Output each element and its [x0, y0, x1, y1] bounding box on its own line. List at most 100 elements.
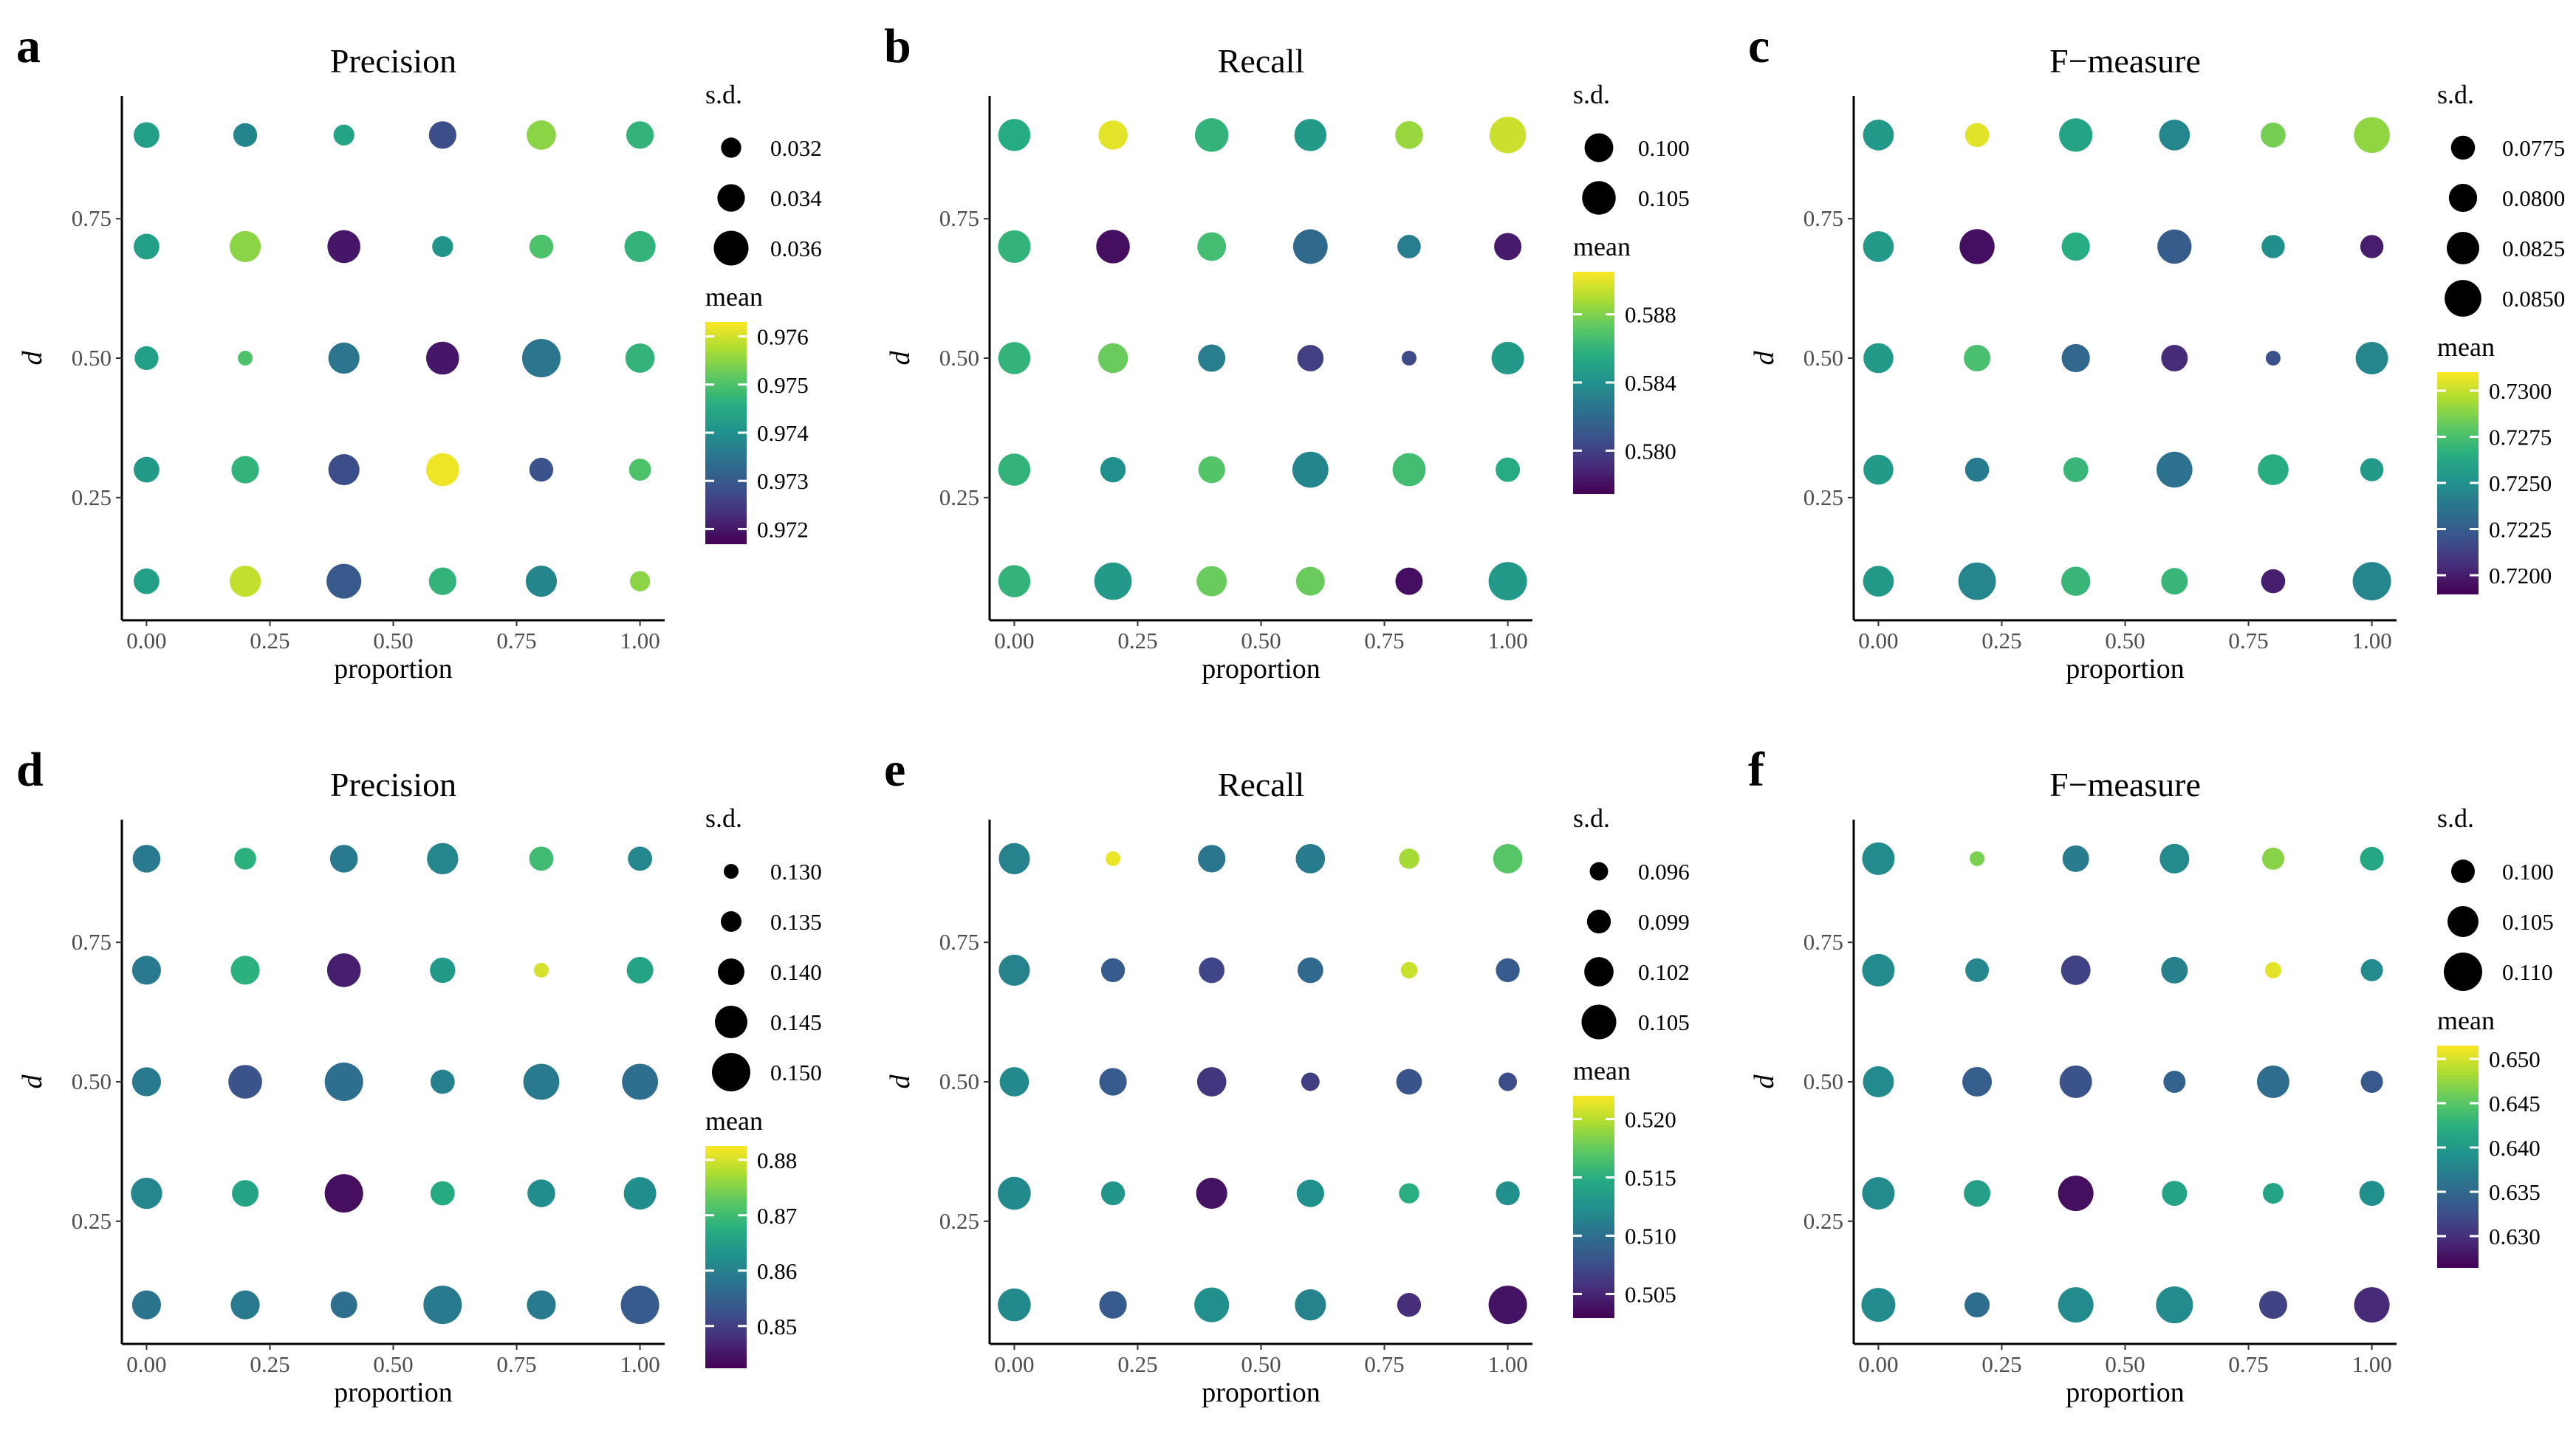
- colorbar-segment: [1573, 312, 1614, 317]
- colorbar-segment: [705, 1338, 747, 1342]
- colorbar-segment: [1573, 1188, 1614, 1193]
- colorbar-segment: [705, 385, 747, 389]
- data-point: [2352, 562, 2391, 601]
- colorbar-segment: [1573, 287, 1614, 291]
- size-legend-key: [2444, 953, 2482, 991]
- colorbar-segment: [705, 436, 747, 441]
- x-tick-label: 0.75: [1364, 1351, 1404, 1377]
- colorbar-segment: [705, 1308, 747, 1313]
- x-tick-label: 0.50: [1241, 628, 1281, 653]
- data-point: [426, 341, 459, 375]
- x-tick-label: 0.75: [2228, 1351, 2268, 1377]
- colorbar-segment: [705, 1172, 747, 1176]
- colorbar-segment: [705, 521, 747, 526]
- data-point: [998, 565, 1031, 597]
- colorbar-segment: [1573, 471, 1614, 476]
- size-legend-key: [2447, 232, 2479, 264]
- data-point: [2261, 123, 2286, 148]
- colorbar-segment: [2437, 494, 2479, 498]
- colorbar-segment: [705, 1323, 747, 1328]
- colorbar-segment: [2437, 479, 2479, 484]
- data-point: [134, 456, 160, 483]
- colorbar-segment: [705, 374, 747, 378]
- data-point: [131, 1290, 162, 1320]
- panel-e: e Recall 0.00 0.25 0.50 0.75 1.00 0.25 0.50 0.75 p…: [884, 743, 1690, 1408]
- colorbar-segment: [1573, 1144, 1614, 1148]
- colorbar-segment: [705, 403, 747, 408]
- colorbar-segment: [2437, 487, 2479, 491]
- colorbar-segment: [705, 1268, 747, 1272]
- colorbar-segment: [2437, 505, 2479, 510]
- colorbar-segment: [1573, 1155, 1614, 1159]
- data-point: [229, 566, 261, 597]
- data-point: [2061, 566, 2091, 596]
- size-legend-title: s.d.: [705, 80, 742, 109]
- data-point: [2265, 351, 2281, 366]
- colorbar-segment: [705, 392, 747, 397]
- size-legend-label: 0.100: [2502, 859, 2554, 885]
- color-legend-label: 0.510: [1625, 1223, 1676, 1249]
- colorbar-segment: [1573, 1255, 1614, 1259]
- data-point: [999, 1067, 1030, 1097]
- colorbar-segment: [1573, 423, 1614, 428]
- data-point: [426, 453, 459, 487]
- x-axis-title: proportion: [1202, 1377, 1320, 1408]
- colorbar-segment: [705, 337, 747, 341]
- colorbar-segment: [705, 366, 747, 371]
- data-point: [329, 845, 358, 873]
- colorbar-segment: [705, 1153, 747, 1158]
- x-tick-label: 0.00: [126, 628, 166, 653]
- colorbar-segment: [1573, 1314, 1614, 1318]
- colorbar-segment: [1573, 386, 1614, 391]
- data-point: [432, 236, 453, 258]
- colorbar-segment: [2437, 1252, 2479, 1257]
- x-tick-label: 1.00: [1487, 1351, 1527, 1377]
- data-point: [427, 843, 459, 875]
- data-point: [1100, 1181, 1126, 1206]
- colorbar-segment: [2437, 1212, 2479, 1216]
- x-tick-label: 0.75: [2228, 628, 2268, 653]
- colorbar-segment: [1573, 1262, 1614, 1266]
- colorbar-segment: [705, 1279, 747, 1283]
- data-point: [2354, 117, 2390, 154]
- colorbar-segment: [1573, 349, 1614, 354]
- size-legend-key: [1581, 1004, 1617, 1040]
- colorbar-segment: [1573, 449, 1614, 453]
- y-axis-title: d: [1749, 351, 1780, 366]
- colorbar-segment: [2437, 516, 2479, 521]
- data-point: [525, 566, 558, 597]
- data-point: [2157, 229, 2192, 264]
- size-legend-label: 0.034: [770, 185, 822, 211]
- panel-title: Precision: [330, 766, 456, 803]
- data-point: [328, 342, 360, 374]
- colorbar-segment: [1573, 1133, 1614, 1137]
- color-legend-label: 0.7225: [2489, 517, 2552, 543]
- colorbar-segment: [1573, 1303, 1614, 1307]
- colorbar-segment: [1573, 394, 1614, 398]
- data-point: [1493, 844, 1523, 874]
- data-point: [1097, 343, 1128, 374]
- data-point: [2159, 120, 2190, 151]
- colorbar-segment: [2437, 579, 2479, 583]
- data-point: [1489, 117, 1527, 154]
- colorbar-segment: [705, 492, 747, 496]
- color-legend-title: mean: [2437, 1006, 2495, 1035]
- colorbar-segment: [705, 355, 747, 360]
- colorbar-segment: [2437, 405, 2479, 410]
- size-legend-key: [724, 864, 739, 879]
- data-point: [134, 568, 160, 594]
- colorbar-segment: [705, 344, 747, 349]
- colorbar-segment: [705, 484, 747, 489]
- colorbar-segment: [2437, 1060, 2479, 1065]
- colorbar-segment: [705, 1194, 747, 1198]
- data-point: [1863, 454, 1894, 485]
- data-point: [326, 563, 362, 599]
- colorbar-segment: [705, 377, 747, 382]
- colorbar-segment: [1573, 1184, 1614, 1189]
- colorbar-segment: [705, 495, 747, 500]
- colorbar-segment: [2437, 553, 2479, 558]
- panel-a: a Precision 0.00 0.25 0.50 0.75 1.00 0.25 0.50 0.…: [16, 19, 822, 685]
- data-point: [1863, 120, 1894, 151]
- colorbar-segment: [1573, 316, 1614, 320]
- colorbar-segment: [2437, 549, 2479, 554]
